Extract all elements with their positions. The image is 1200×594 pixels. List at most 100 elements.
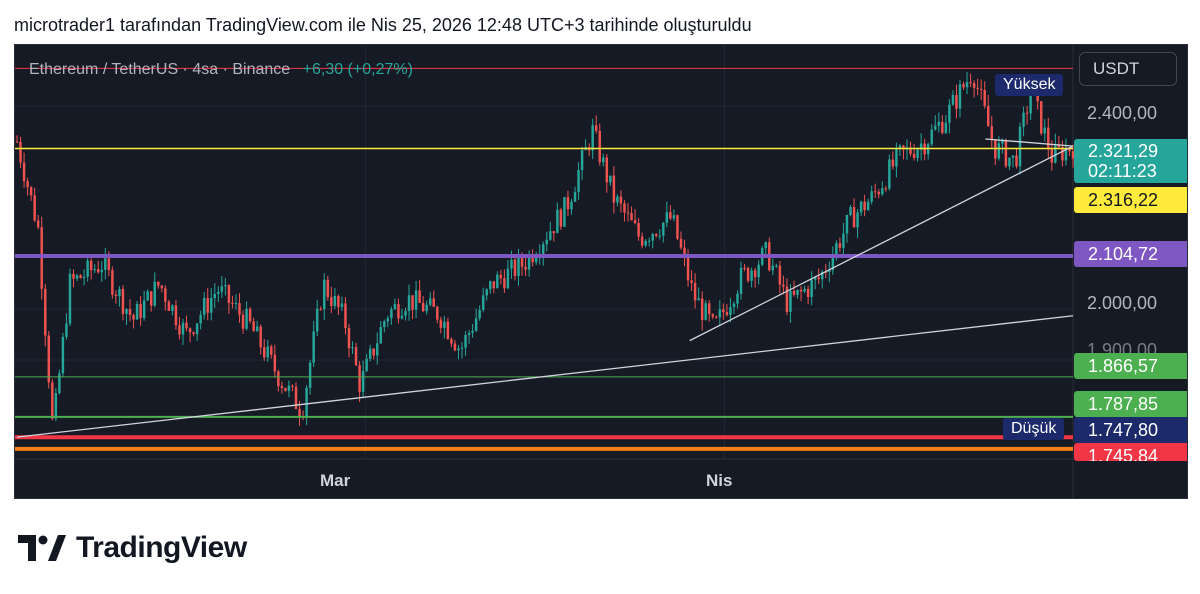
candle-body (683, 247, 686, 257)
tradingview-logo[interactable]: TradingView (18, 528, 247, 568)
candle-body (460, 347, 464, 349)
candle-body (86, 260, 89, 277)
candle-body (93, 269, 96, 271)
candle-body (333, 295, 337, 307)
candle-body (185, 322, 188, 329)
candle-body (89, 260, 93, 271)
candle-body (1054, 144, 1057, 163)
tradingview-icon (18, 535, 66, 561)
last-price-value: 2.321,29 (1088, 141, 1159, 161)
symbol-legend[interactable]: Ethereum / TetherUS · 4sa · Binance +6,3… (29, 61, 413, 79)
candle-body (594, 125, 598, 132)
candle-body (1043, 127, 1046, 134)
price-chart[interactable] (15, 45, 1188, 499)
candle-body (195, 323, 199, 335)
candle-body (655, 233, 658, 236)
candle-body (764, 242, 767, 249)
candle-body (912, 153, 916, 159)
candle-body (739, 267, 743, 294)
candle-body (520, 256, 524, 267)
candle-body (1061, 147, 1064, 161)
candle-body (644, 240, 647, 246)
candle-body (637, 223, 640, 237)
candle-body (598, 131, 601, 163)
candle-body (29, 187, 33, 196)
candle-body (549, 231, 552, 240)
chart-caption: microtrader1 tarafından TradingView.com … (14, 15, 752, 35)
candle-body (107, 258, 111, 271)
high-marker: Yüksek (995, 74, 1064, 96)
candle-body (308, 362, 312, 388)
candle-body (277, 371, 280, 387)
candle-body (312, 331, 315, 363)
candle-body (421, 302, 425, 312)
candle-body (647, 240, 651, 242)
candle-body (164, 288, 167, 302)
candle-body (630, 213, 633, 221)
candle-body (736, 293, 739, 304)
candle-body (658, 235, 662, 237)
symbol-title: Ethereum / TetherUS · 4sa · Binance (29, 61, 291, 78)
price-tag-red: 1.745,84 (1074, 443, 1187, 461)
chart-panel[interactable]: Ethereum / TetherUS · 4sa · Binance +6,3… (14, 44, 1188, 499)
candle-body (266, 346, 269, 358)
candle-body (347, 328, 351, 349)
candle-body (326, 279, 330, 298)
candle-body (898, 145, 902, 148)
candle-body (1039, 101, 1043, 134)
candle-body (47, 335, 51, 383)
candle-body (810, 279, 813, 297)
candle-body (492, 281, 496, 289)
candle-body (358, 365, 361, 392)
candle-body (291, 385, 294, 387)
candle-body (771, 265, 775, 271)
candle-body (22, 162, 26, 182)
candle-body (206, 297, 209, 313)
candle-body (1047, 127, 1050, 150)
candle-body (527, 254, 531, 270)
candle-body (778, 265, 782, 285)
candle-body (1036, 92, 1039, 102)
candle-body (125, 309, 128, 314)
candle-body (902, 145, 905, 150)
candle-body (160, 285, 164, 289)
price-tag-purple: 2.104,72 (1074, 241, 1187, 267)
candle-body (1008, 157, 1011, 167)
candle-body (997, 143, 1001, 159)
candle-body (605, 157, 609, 183)
candle-body (100, 269, 103, 273)
candle-body (428, 298, 432, 305)
candle-body (633, 220, 637, 224)
candle-body (217, 291, 220, 295)
candle-body (792, 291, 796, 295)
candle-body (743, 267, 746, 269)
candle-body (54, 393, 58, 419)
candle-body (478, 309, 481, 319)
candle-body (813, 277, 817, 280)
candle-body (612, 175, 616, 203)
candle-body (937, 121, 941, 126)
candle-body (372, 348, 375, 356)
candle-body (513, 259, 517, 277)
candle-body (962, 84, 965, 88)
candle-body (305, 387, 308, 417)
candle-body (114, 294, 118, 297)
candle-body (884, 188, 888, 190)
candle-body (213, 294, 217, 299)
candle-body (994, 140, 997, 159)
candle-body (1025, 112, 1029, 114)
candle-body (467, 332, 471, 335)
candle-body (669, 212, 672, 219)
candle-body (481, 295, 485, 310)
candle-body (132, 314, 135, 320)
candle-body (1068, 148, 1071, 152)
candle-body (888, 159, 891, 189)
currency-button[interactable]: USDT (1079, 52, 1177, 86)
candle-body (407, 295, 411, 312)
candle-body (210, 298, 213, 313)
candle-body (40, 227, 43, 289)
candle-body (715, 316, 718, 318)
candle-body (474, 318, 478, 331)
candle-body (319, 308, 322, 310)
candle-body (725, 312, 729, 315)
